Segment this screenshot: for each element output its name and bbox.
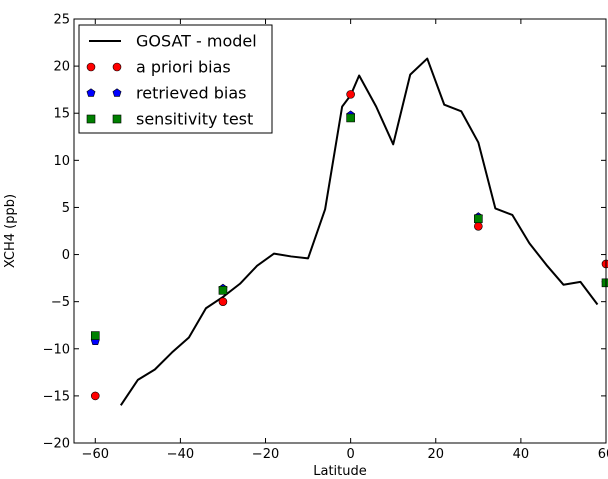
point-sensitivity-test bbox=[601, 278, 608, 288]
y-tick-label: −5 bbox=[51, 295, 70, 310]
x-tick-label: 20 bbox=[427, 447, 444, 462]
point-sensitivity-test bbox=[218, 286, 228, 295]
point-sensitivity-test bbox=[90, 331, 100, 340]
marker-layer bbox=[90, 90, 608, 401]
point-sensitivity-test bbox=[346, 113, 355, 123]
x-tick-label: −20 bbox=[252, 447, 279, 462]
ticks-layer: −60 −40 −20 0 20 40 60 −20 −15 −10 −5 0 5 10 15 20 25 bbox=[43, 13, 608, 463]
y-tick-label: 10 bbox=[53, 154, 70, 169]
legend-sensitivity-test-marker bbox=[112, 114, 122, 124]
gosat-model-line-layer bbox=[119, 57, 599, 406]
plot-frame bbox=[73, 18, 607, 444]
y-tick-label: 15 bbox=[53, 107, 70, 122]
y-tick-label: −15 bbox=[43, 389, 70, 404]
y-tick-label: 25 bbox=[53, 13, 70, 28]
point-a-priori-bias bbox=[346, 90, 355, 99]
point-a-priori-bias bbox=[218, 297, 228, 306]
legend: GOSAT - model a priori bias retrieved bias… bbox=[78, 24, 273, 134]
x-tick-label: 40 bbox=[513, 447, 530, 462]
x-axis-label: Latitude bbox=[313, 464, 367, 479]
legend-a-priori-bias-marker bbox=[112, 62, 122, 72]
legend-a-priori-bias-label: a priori bias bbox=[136, 58, 231, 77]
point-a-priori-bias bbox=[601, 259, 608, 269]
y-tick-label: 20 bbox=[53, 60, 70, 75]
point-a-priori-bias bbox=[474, 221, 483, 231]
x-tick-label: 0 bbox=[346, 447, 354, 462]
y-tick-label: 0 bbox=[62, 248, 70, 263]
x-tick-label: 60 bbox=[598, 447, 608, 462]
y-axis-label: XCH4 (ppb) bbox=[3, 194, 18, 268]
y-tick-label: 5 bbox=[62, 201, 70, 216]
legend-sensitivity-test-label: sensitivity test bbox=[136, 110, 253, 129]
legend-sensitivity-test-marker bbox=[86, 114, 96, 124]
x-tick-label: −60 bbox=[82, 447, 109, 462]
series-line-gosat-model bbox=[119, 57, 599, 406]
point-sensitivity-test bbox=[474, 214, 483, 224]
legend-box bbox=[78, 24, 273, 134]
y-tick-label: −10 bbox=[43, 342, 70, 357]
x-tick-label: −40 bbox=[167, 447, 194, 462]
legend-retrieved-bias-marker bbox=[86, 88, 96, 97]
legend-retrieved-bias-label: retrieved bias bbox=[136, 84, 247, 103]
legend-retrieved-bias-marker bbox=[112, 88, 122, 97]
legend-gosat---model-label: GOSAT - model bbox=[136, 32, 257, 51]
legend-a-priori-bias-marker bbox=[86, 62, 96, 72]
point-a-priori-bias bbox=[90, 391, 100, 401]
y-tick-label: −20 bbox=[43, 437, 70, 452]
